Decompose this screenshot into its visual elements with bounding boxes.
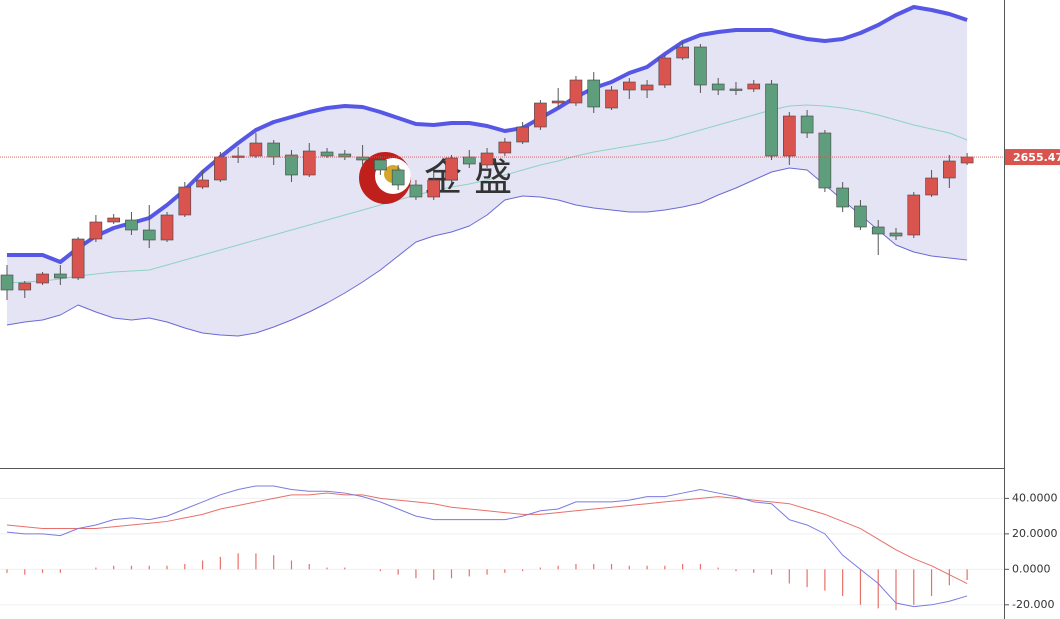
candle-body (836, 187, 849, 208)
last-price-label: 2655.47 (1013, 151, 1060, 164)
candle-body (960, 156, 974, 164)
dea-line (6, 492, 968, 584)
candle-body (622, 81, 636, 91)
candle-body (747, 83, 761, 90)
candle-body (445, 157, 458, 181)
candle-body (889, 232, 903, 237)
candle-body (320, 151, 334, 157)
candle-body (462, 156, 476, 165)
candle-body (871, 226, 885, 235)
watermark: 金 盛 (359, 152, 512, 204)
candle-body (676, 46, 689, 59)
candle-body (925, 177, 938, 196)
candle-body (338, 153, 352, 158)
band-fill (7, 7, 968, 336)
candle-body (587, 79, 601, 108)
candle-body (302, 150, 316, 176)
candle-body (427, 179, 441, 198)
candle-body (711, 83, 725, 91)
candle-body (0, 274, 14, 291)
candle-body (605, 89, 618, 109)
candle-body (36, 273, 49, 284)
candle-body (125, 219, 138, 231)
candle-body (196, 179, 209, 188)
candle-body (249, 142, 263, 157)
candle-body (534, 102, 547, 128)
candle-body (142, 229, 156, 241)
candle-body (854, 205, 867, 228)
candle-body (694, 46, 707, 86)
y-tick-label: 0.0000 (1012, 562, 1051, 575)
band-lower (6, 167, 968, 337)
candle-body (160, 214, 174, 241)
candle-body (267, 142, 281, 158)
candle-body (107, 217, 120, 223)
candle-body (783, 115, 796, 157)
candle-body (516, 126, 529, 143)
y-tick-label: 40.0000 (1012, 491, 1058, 504)
candle-body (907, 194, 921, 236)
band-middle (6, 104, 968, 284)
candle-body (480, 152, 494, 166)
candle-body (54, 273, 67, 279)
candle-body (71, 238, 85, 279)
candle-body (818, 132, 832, 189)
candle-body (640, 84, 654, 91)
candle-body (658, 57, 672, 86)
dif-line (6, 485, 968, 608)
y-tick-label: -20.000 (1012, 598, 1054, 611)
last-price-box (1005, 149, 1060, 166)
candle-body (498, 141, 512, 154)
candle-body (214, 156, 227, 181)
candle-body (18, 282, 32, 291)
band-upper (7, 5, 968, 264)
candle-body (391, 169, 405, 186)
candle-body (89, 221, 103, 240)
candle-body (569, 79, 583, 104)
candle-body (285, 154, 298, 176)
candle-body (551, 100, 565, 104)
y-tick-label: 20.0000 (1012, 527, 1058, 540)
candle-body (800, 115, 814, 134)
candle-body (729, 88, 743, 91)
candle-body (409, 184, 423, 198)
candle-body (943, 160, 956, 179)
candle-body (178, 186, 192, 216)
candle-body (374, 159, 387, 171)
candle-body (765, 83, 778, 157)
